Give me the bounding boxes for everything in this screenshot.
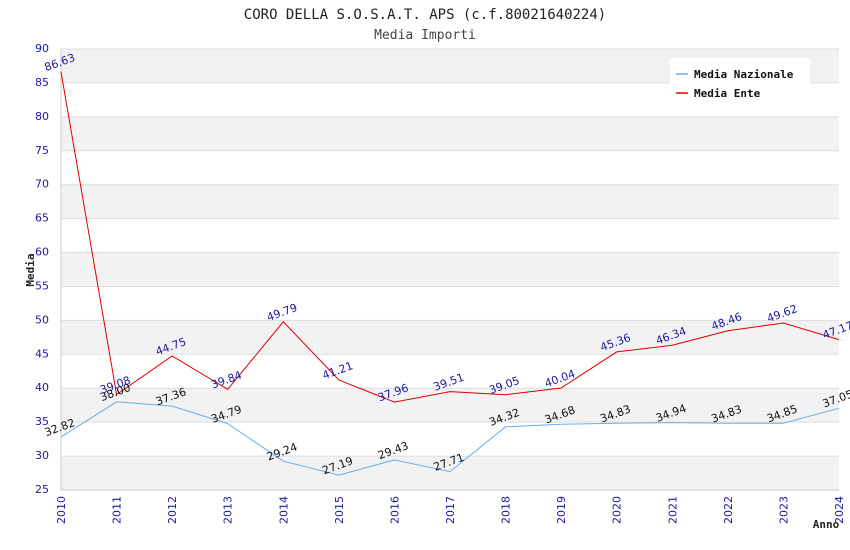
y-tick-label: 85 (35, 76, 49, 89)
y-tick-label: 45 (35, 347, 49, 360)
x-tick-label: 2024 (833, 496, 846, 524)
grid-band (61, 252, 839, 287)
x-tick-label: 2010 (55, 496, 68, 524)
chart-subtitle: Media Importi (374, 28, 476, 43)
x-tick-label: 2014 (277, 496, 290, 524)
grid-band (61, 456, 839, 490)
x-tick-label: 2017 (444, 496, 457, 524)
y-tick-label: 35 (35, 415, 49, 428)
chart-title: CORO DELLA S.O.S.A.T. APS (c.f.800216402… (244, 7, 606, 23)
y-tick-label: 40 (35, 381, 49, 394)
x-tick-label: 2018 (500, 496, 513, 524)
grid-bands (61, 49, 839, 490)
grid-band (61, 320, 839, 355)
grid-band (61, 116, 839, 151)
y-tick-label: 55 (35, 279, 49, 292)
x-tick-label: 2020 (611, 496, 624, 524)
x-tick-label: 2016 (388, 496, 401, 524)
y-tick-label: 30 (35, 449, 49, 462)
x-tick-label: 2023 (777, 496, 790, 524)
legend: Media Nazionale Media Ente (670, 58, 810, 102)
y-tick-label: 25 (35, 483, 49, 496)
x-tick-label: 2021 (666, 496, 679, 524)
x-axis-ticks: 2010 2011 2012 2013 2014 2015 2016 2017 2018 2019… (55, 496, 846, 524)
y-tick-label: 60 (35, 246, 49, 259)
x-tick-label: 2015 (333, 496, 346, 524)
y-tick-label: 65 (35, 212, 49, 225)
x-tick-label: 2011 (111, 496, 124, 524)
grid-band (61, 388, 839, 423)
series (60, 71, 840, 476)
legend-label-media-ente: Media Ente (694, 87, 761, 100)
x-tick-label: 2022 (722, 496, 735, 524)
x-tick-label: 2013 (222, 496, 235, 524)
y-tick-label: 90 (35, 42, 49, 55)
x-tick-label: 2019 (555, 496, 568, 524)
y-tick-label: 70 (35, 178, 49, 191)
grid-band (61, 184, 839, 219)
series-line-media-nazionale (60, 401, 840, 476)
legend-box (670, 58, 810, 102)
y-tick-label: 80 (35, 110, 49, 123)
axes (60, 49, 839, 491)
x-axis-label: Anno (813, 518, 840, 531)
series-line-media-ente (60, 71, 840, 403)
y-tick-label: 50 (35, 313, 49, 326)
legend-label-media-nazionale: Media Nazionale (694, 68, 794, 81)
y-axis-ticks: 25 30 35 40 45 50 55 60 65 70 75 80 85 90 (35, 42, 49, 496)
data-label: 40.04 (543, 367, 577, 390)
y-axis-label: Media (24, 253, 37, 286)
x-tick-label: 2012 (166, 496, 179, 524)
y-tick-label: 75 (35, 144, 49, 157)
